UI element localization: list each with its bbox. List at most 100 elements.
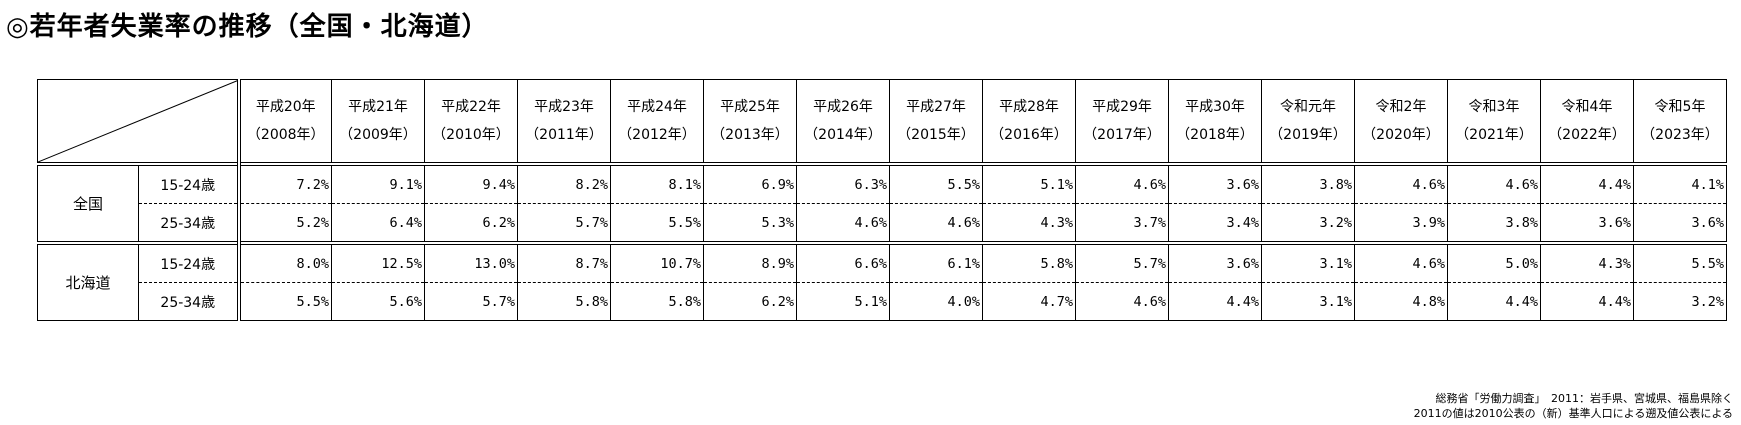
unemployment-table: 平成20年 （2008年） 平成21年 （2009年） 平成22年 （2010年） 平成23… [37, 79, 1727, 321]
year-header: 平成22年 （2010年） [424, 79, 518, 165]
rate-cell: 8.0% [236, 241, 332, 283]
year-era: 令和5年 [1654, 99, 1706, 115]
rate-cell: 4.4% [1540, 162, 1634, 204]
year-era: 平成21年 [348, 99, 408, 115]
year-ad: （2011年） [525, 127, 603, 143]
rate-cell: 4.3% [982, 203, 1076, 244]
rate-cell: 5.7% [1075, 241, 1169, 283]
rate-cell: 3.2% [1261, 203, 1355, 244]
rate-cell: 8.2% [517, 162, 611, 204]
rate-cell: 5.5% [236, 282, 332, 321]
year-era: 令和元年 [1280, 99, 1336, 115]
rate-cell: 5.5% [1633, 241, 1727, 283]
year-ad: （2013年） [711, 127, 789, 143]
rate-cell: 4.6% [1354, 241, 1448, 283]
year-ad: （2015年） [897, 127, 975, 143]
rate-cell: 3.1% [1261, 282, 1355, 321]
year-header: 平成27年 （2015年） [889, 79, 983, 165]
year-era: 平成29年 [1092, 99, 1152, 115]
rate-cell: 4.6% [1354, 162, 1448, 204]
year-era: 平成22年 [441, 99, 501, 115]
rate-cell: 3.8% [1447, 203, 1541, 244]
year-ad: （2019年） [1269, 127, 1347, 143]
age-label: 25-34歳 [138, 203, 239, 244]
year-ad: （2017年） [1083, 127, 1161, 143]
year-header: 令和元年 （2019年） [1261, 79, 1355, 165]
year-header: 令和5年 （2023年） [1633, 79, 1727, 165]
group-label: 北海道 [37, 241, 139, 321]
year-ad: （2009年） [339, 127, 417, 143]
year-header: 令和3年 （2021年） [1447, 79, 1541, 165]
age-label: 25-34歳 [138, 282, 239, 321]
year-header: 平成24年 （2012年） [610, 79, 704, 165]
year-era: 令和3年 [1468, 99, 1520, 115]
rate-cell: 6.3% [796, 162, 890, 204]
year-era: 令和2年 [1375, 99, 1427, 115]
year-header: 平成23年 （2011年） [517, 79, 611, 165]
table-row: 25-34歳 5.2% 6.4% 6.2% 5.7% 5.5% 5.3% 4.6% 4.6% 4.… [38, 203, 1727, 244]
rate-cell: 3.6% [1168, 241, 1262, 283]
age-label: 15-24歳 [138, 162, 239, 204]
year-era: 平成25年 [720, 99, 780, 115]
rate-cell: 4.7% [982, 282, 1076, 321]
table-row: 全国 15-24歳 7.2% 9.1% 9.4% 8.2% 8.1% 6.9% 6.3% 5.5%… [37, 162, 1727, 244]
rate-cell: 3.9% [1354, 203, 1448, 244]
year-ad: （2014年） [804, 127, 882, 143]
rate-cell: 4.4% [1447, 282, 1541, 321]
rate-cell: 4.4% [1540, 282, 1634, 321]
year-era: 平成28年 [999, 99, 1059, 115]
rate-cell: 4.0% [889, 282, 983, 321]
age-label: 15-24歳 [138, 241, 239, 283]
year-ad: （2021年） [1455, 127, 1533, 143]
rate-cell: 6.4% [331, 203, 425, 244]
rate-cell: 5.8% [610, 282, 704, 321]
year-era: 令和4年 [1561, 99, 1613, 115]
group-label: 全国 [37, 162, 139, 244]
header-row: 平成20年 （2008年） 平成21年 （2009年） 平成22年 （2010年） 平成23… [37, 79, 1727, 165]
year-header: 平成29年 （2017年） [1075, 79, 1169, 165]
rate-cell: 5.7% [424, 282, 518, 321]
rate-cell: 3.4% [1168, 203, 1262, 244]
rate-cell: 4.1% [1633, 162, 1727, 204]
rate-cell: 5.6% [331, 282, 425, 321]
year-ad: （2023年） [1641, 127, 1719, 143]
rate-cell: 6.1% [889, 241, 983, 283]
rate-cell: 5.2% [236, 203, 332, 244]
year-ad: （2012年） [618, 127, 696, 143]
year-header: 平成26年 （2014年） [796, 79, 890, 165]
rate-cell: 4.6% [1447, 162, 1541, 204]
year-era: 平成23年 [534, 99, 594, 115]
table-row: 25-34歳 5.5% 5.6% 5.7% 5.8% 5.8% 6.2% 5.1% 4.0% 4.… [38, 282, 1727, 321]
rate-cell: 12.5% [331, 241, 425, 283]
diagonal-line [38, 80, 238, 162]
rate-cell: 5.0% [1447, 241, 1541, 283]
source-line-1: 総務省「労働力調査」 2011：岩手県、宮城県、福島県除く [1435, 392, 1734, 405]
rate-cell: 8.7% [517, 241, 611, 283]
rate-cell: 6.2% [424, 203, 518, 244]
year-era: 平成27年 [906, 99, 966, 115]
year-ad: （2022年） [1548, 127, 1626, 143]
rate-cell: 3.6% [1540, 203, 1634, 244]
year-header: 令和4年 （2022年） [1540, 79, 1634, 165]
year-era: 平成24年 [627, 99, 687, 115]
rate-cell: 3.6% [1633, 203, 1727, 244]
rate-cell: 8.1% [610, 162, 704, 204]
rate-cell: 5.1% [796, 282, 890, 321]
corner-cell [37, 79, 239, 165]
rate-cell: 10.7% [610, 241, 704, 283]
year-header: 平成21年 （2009年） [331, 79, 425, 165]
rate-cell: 3.2% [1633, 282, 1727, 321]
rate-cell: 4.4% [1168, 282, 1262, 321]
rate-cell: 5.8% [982, 241, 1076, 283]
rate-cell: 5.7% [517, 203, 611, 244]
year-ad: （2020年） [1362, 127, 1440, 143]
year-header: 平成20年 （2008年） [236, 79, 332, 165]
rate-cell: 4.8% [1354, 282, 1448, 321]
source-note: 総務省「労働力調査」 2011：岩手県、宮城県、福島県除く 2011の値は201… [1414, 391, 1733, 421]
rate-cell: 4.6% [1075, 282, 1169, 321]
year-era: 平成30年 [1185, 99, 1245, 115]
rate-cell: 6.9% [703, 162, 797, 204]
rate-cell: 4.6% [796, 203, 890, 244]
rate-cell: 5.5% [889, 162, 983, 204]
year-era: 平成20年 [255, 99, 316, 115]
